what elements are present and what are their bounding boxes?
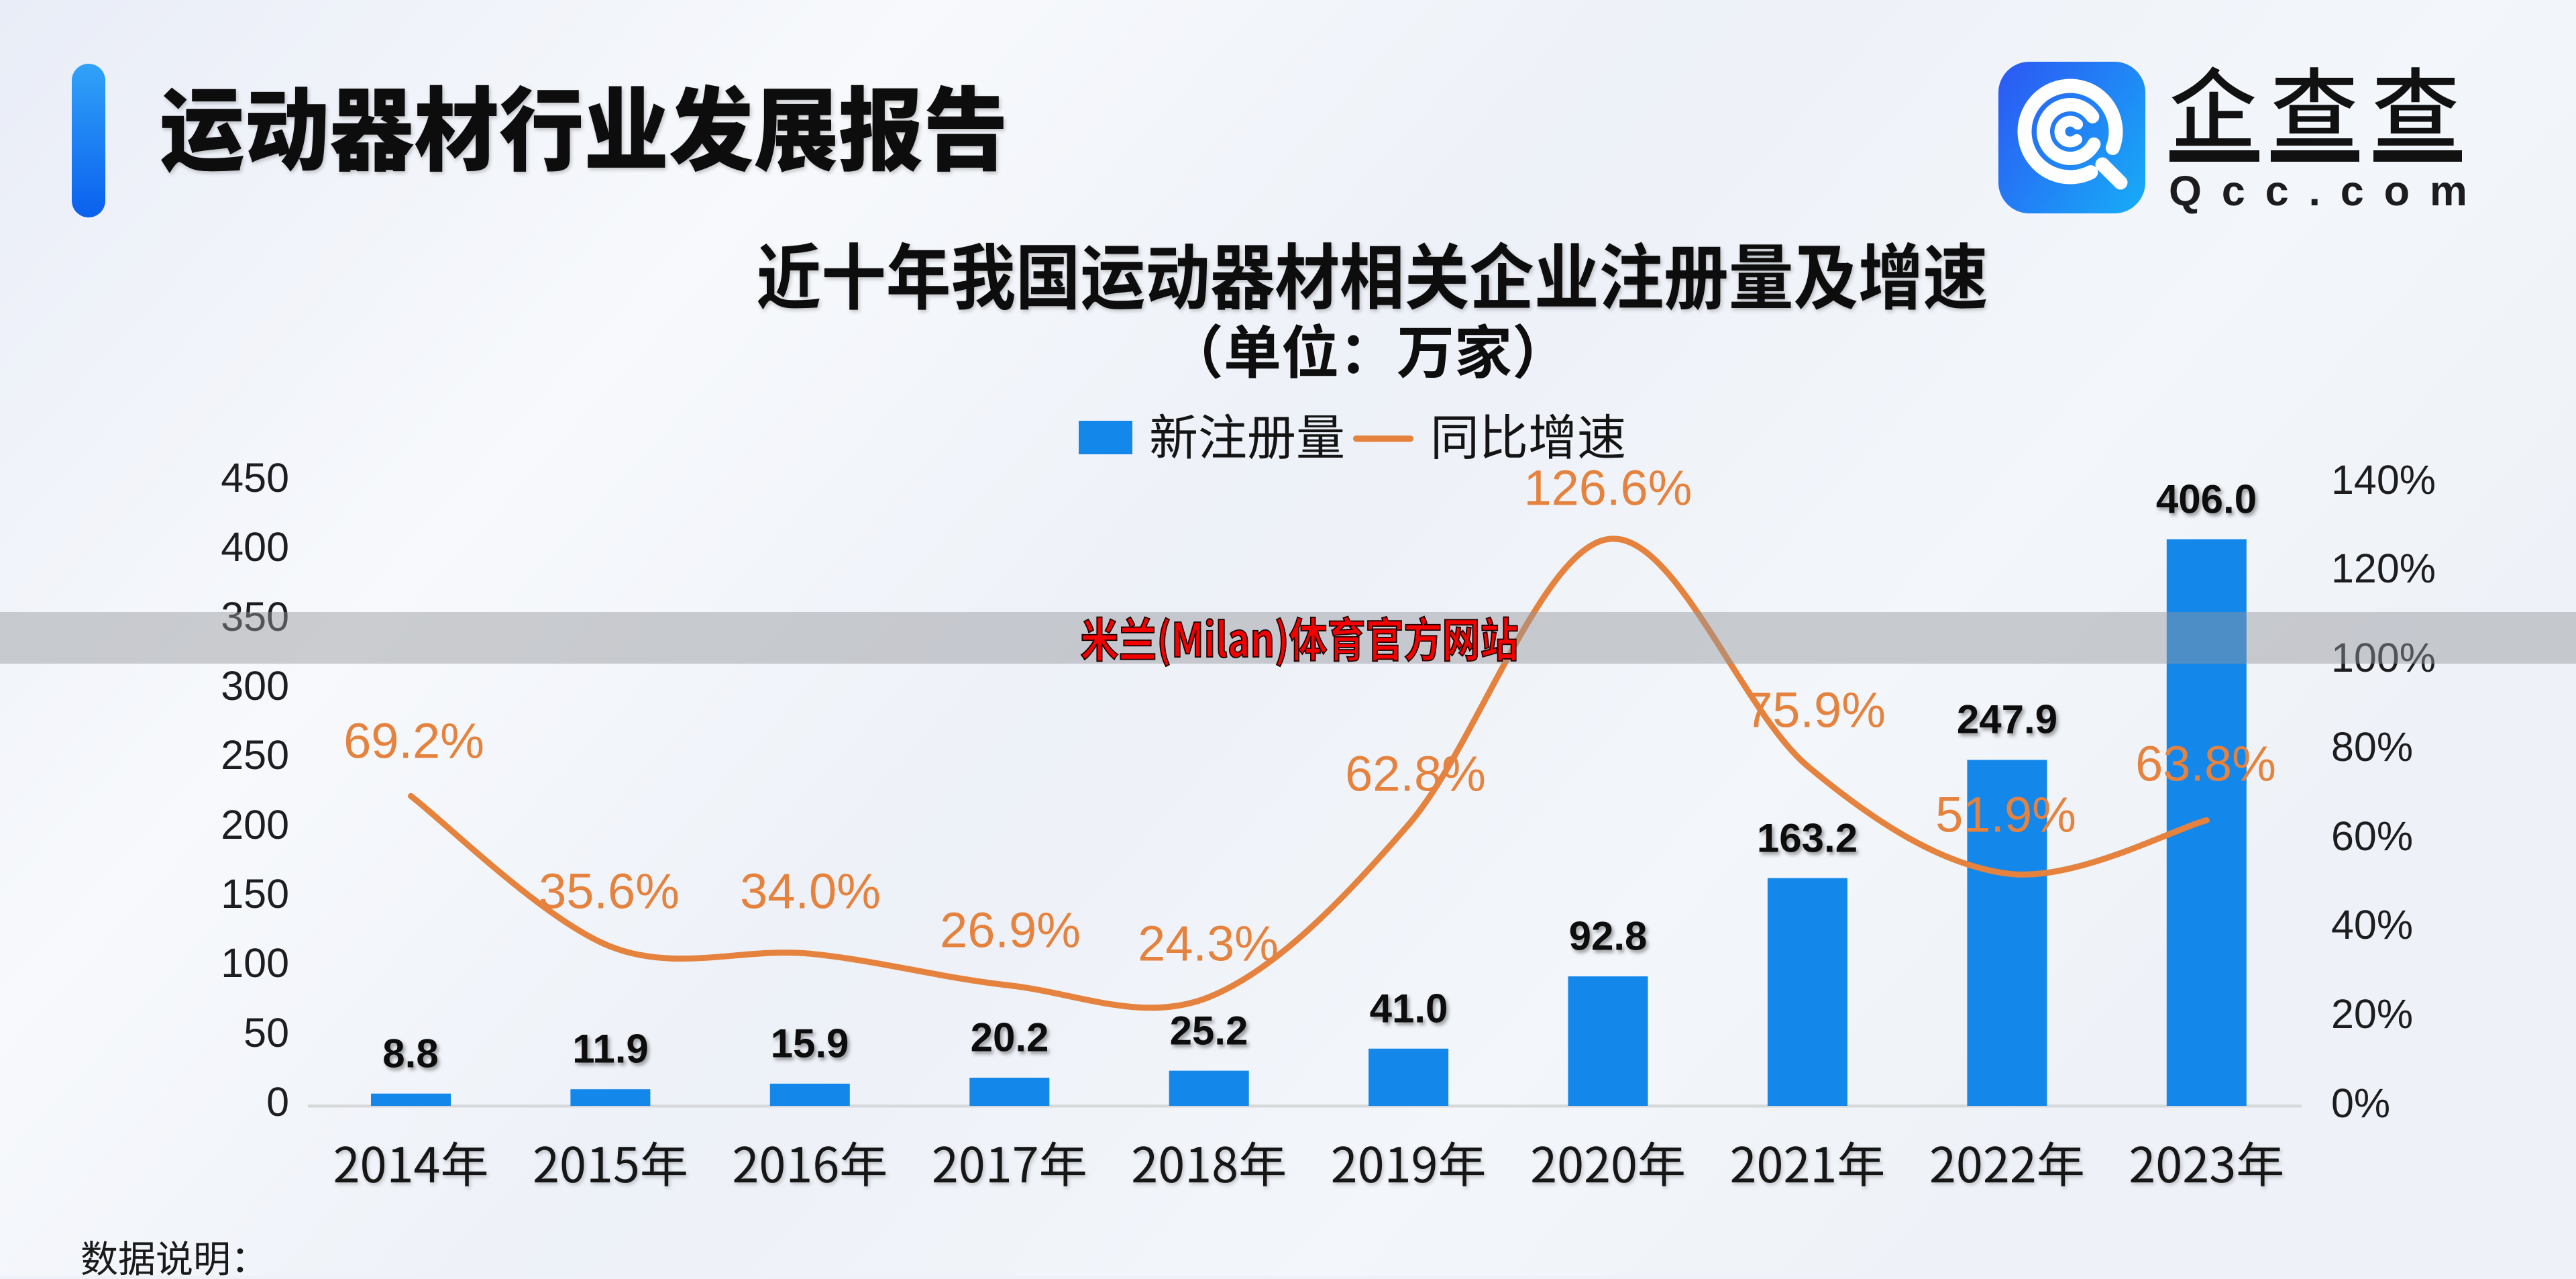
svg-text:50: 50 — [244, 1010, 289, 1056]
svg-text:11.9: 11.9 — [572, 1027, 648, 1072]
svg-text:8.8: 8.8 — [382, 1031, 438, 1076]
svg-text:0: 0 — [266, 1079, 289, 1125]
svg-text:60%: 60% — [2331, 813, 2413, 859]
svg-text:41.0: 41.0 — [1370, 986, 1448, 1031]
svg-text:100%: 100% — [2331, 635, 2436, 680]
svg-text:300: 300 — [221, 663, 289, 709]
svg-text:51.9%: 51.9% — [1935, 787, 2076, 843]
svg-text:15.9: 15.9 — [771, 1021, 849, 1066]
svg-text:163.2: 163.2 — [1757, 816, 1858, 861]
svg-text:25.2: 25.2 — [1170, 1009, 1248, 1054]
svg-text:0%: 0% — [2331, 1080, 2390, 1126]
svg-text:63.8%: 63.8% — [2135, 736, 2276, 792]
svg-text:20.2: 20.2 — [971, 1015, 1049, 1060]
svg-text:80%: 80% — [2331, 724, 2413, 770]
svg-text:100: 100 — [221, 940, 289, 986]
svg-text:200: 200 — [221, 802, 289, 848]
svg-text:40%: 40% — [2331, 902, 2413, 948]
svg-text:350: 350 — [221, 594, 289, 640]
svg-text:20%: 20% — [2331, 991, 2413, 1037]
svg-text:450: 450 — [221, 455, 289, 501]
svg-text:62.8%: 62.8% — [1345, 746, 1486, 802]
svg-text:120%: 120% — [2331, 546, 2436, 591]
svg-text:126.6%: 126.6% — [1524, 460, 1693, 516]
svg-text:75.9%: 75.9% — [1745, 682, 1886, 738]
svg-text:26.9%: 26.9% — [940, 903, 1081, 958]
svg-text:24.3%: 24.3% — [1138, 916, 1279, 972]
svg-text:34.0%: 34.0% — [740, 864, 881, 919]
svg-text:406.0: 406.0 — [2156, 477, 2257, 522]
svg-text:69.2%: 69.2% — [343, 713, 484, 769]
svg-text:35.6%: 35.6% — [539, 864, 680, 919]
svg-text:Qcc.com: Qcc.com — [2169, 168, 2487, 215]
svg-text:247.9: 247.9 — [1957, 697, 2057, 742]
svg-text:140%: 140% — [2331, 457, 2436, 503]
svg-text:150: 150 — [221, 871, 289, 917]
svg-text:92.8: 92.8 — [1569, 914, 1648, 959]
svg-text:250: 250 — [221, 732, 289, 778]
svg-text:400: 400 — [221, 524, 289, 570]
